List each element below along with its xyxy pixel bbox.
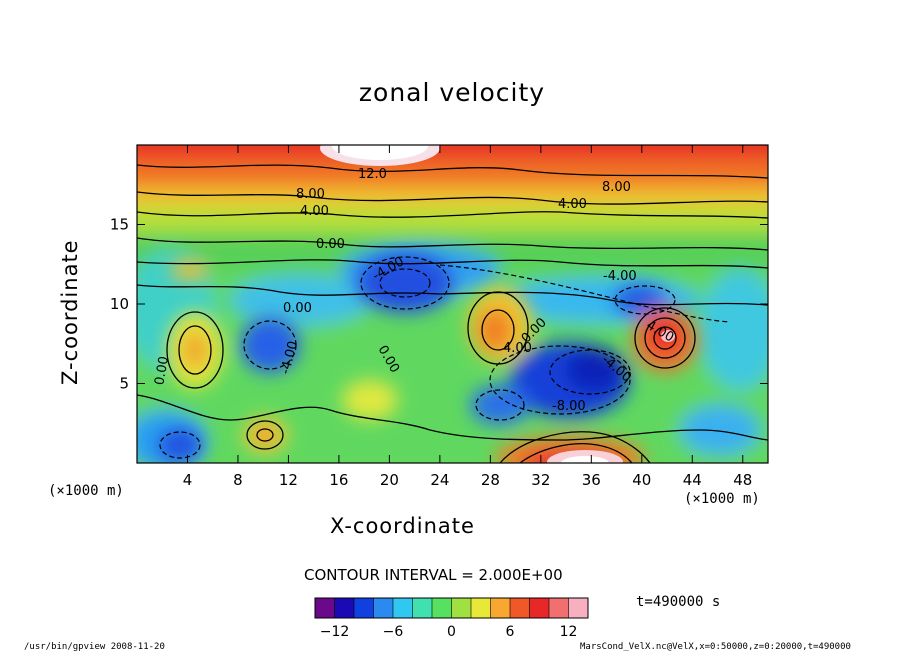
- colorbar-swatch: [568, 598, 589, 618]
- colorbar-swatch: [451, 598, 472, 618]
- colorbar-swatch: [510, 598, 530, 618]
- negative-contours: [159, 256, 731, 459]
- x-tick-label: 44: [683, 471, 702, 489]
- x-unit-label-right: (×1000 m): [684, 491, 760, 507]
- clabel-4-00-a: 4.00: [300, 204, 329, 219]
- colorbar-swatch: [373, 598, 394, 618]
- x-tick-label: 8: [233, 471, 243, 489]
- chart-title: zonal velocity: [358, 78, 546, 107]
- x-unit-label-left: (×1000 m): [48, 483, 124, 499]
- colorbar-tick-label: −12: [320, 624, 350, 640]
- footer-left: /usr/bin/gpview 2008-11-20: [24, 642, 165, 652]
- y-axis-label: Z-coordinate: [58, 239, 82, 385]
- clabel-12-0: 12.0: [358, 167, 387, 182]
- y-tick-label: 10: [110, 295, 129, 313]
- colorbar-swatch: [393, 598, 413, 618]
- x-axis-ticks: 4 8 12 16 20 24 28 32 36 40 44 48: [183, 145, 752, 489]
- colorbar-swatch: [490, 598, 511, 618]
- contour-interval-text: CONTOUR INTERVAL = 2.000E+00: [304, 566, 563, 584]
- colorbar-tick-label: 0: [447, 624, 456, 640]
- x-tick-label: 24: [430, 471, 449, 489]
- x-tick-label: 32: [531, 471, 550, 489]
- colorbar: −12 −6 0 6 12: [314, 597, 589, 640]
- y-tick-label: 5: [119, 375, 129, 393]
- colorbar-tick-label: −6: [383, 624, 404, 640]
- colorbar-swatch: [471, 598, 491, 618]
- colorbar-swatch: [529, 598, 550, 618]
- x-tick-label: 40: [632, 471, 651, 489]
- clabel-neg4-b: -4.00: [603, 269, 637, 284]
- x-axis-label: X-coordinate: [330, 514, 475, 538]
- x-tick-label: 12: [279, 471, 298, 489]
- colorbar-swatch: [412, 598, 433, 618]
- clabel-neg8: -8.00: [552, 399, 586, 414]
- colorbar-swatch: [549, 598, 569, 618]
- clabel-0-00-c: 0.00: [152, 355, 172, 386]
- clabel-8-00-b: 8.00: [602, 180, 631, 195]
- clabel-4-00-b: 4.00: [558, 197, 587, 212]
- x-tick-label: 28: [481, 471, 500, 489]
- x-tick-label: 16: [329, 471, 348, 489]
- colorbar-swatch: [432, 598, 452, 618]
- y-tick-label: 15: [110, 216, 129, 234]
- plot-field: 12.0 8.00 8.00 4.00 4.00 4.00 0.00 0.00 …: [137, 145, 768, 463]
- clabel-4-00-c: 4.00: [503, 341, 532, 356]
- clabel-0-00-b: 0.00: [283, 301, 312, 316]
- colorbar-swatch: [354, 598, 374, 618]
- y-axis-ticks: 5 10 15: [110, 216, 768, 393]
- colorbar-tick-label: 6: [506, 624, 515, 640]
- x-tick-label: 36: [582, 471, 601, 489]
- footer-right: MarsCond_VelX.nc@VelX,x=0:50000,z=0:2000…: [580, 642, 851, 652]
- colorbar-swatch: [315, 598, 335, 618]
- x-tick-label: 48: [733, 471, 752, 489]
- clabel-8-00-a: 8.00: [296, 187, 325, 202]
- colorbar-tick-label: 12: [560, 624, 578, 640]
- time-label: t=490000 s: [636, 594, 721, 610]
- clabel-0-00-a: 0.00: [316, 237, 345, 252]
- colorbar-swatch: [334, 598, 355, 618]
- x-tick-label: 4: [183, 471, 193, 489]
- x-tick-label: 20: [380, 471, 399, 489]
